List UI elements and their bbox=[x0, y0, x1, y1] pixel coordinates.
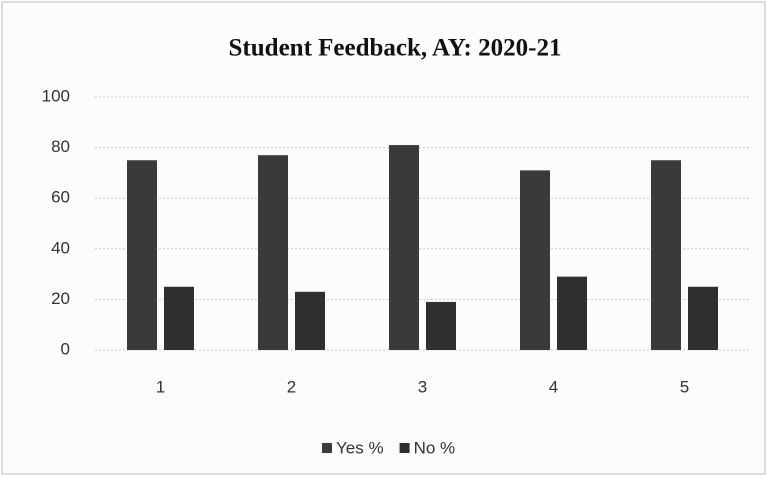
x-tick-label: 3 bbox=[418, 377, 427, 396]
x-tick-label: 5 bbox=[680, 377, 689, 396]
bar bbox=[688, 286, 718, 350]
y-tick-label: 100 bbox=[42, 86, 70, 105]
bar bbox=[426, 301, 456, 350]
x-tick-label: 2 bbox=[287, 377, 296, 396]
y-tick-label: 0 bbox=[61, 339, 70, 358]
legend-label: No % bbox=[414, 438, 456, 457]
bar bbox=[127, 160, 157, 350]
x-tick-label: 1 bbox=[156, 377, 165, 396]
legend-swatch bbox=[399, 443, 410, 453]
y-tick-label: 40 bbox=[51, 238, 70, 257]
y-tick-label: 80 bbox=[51, 137, 70, 156]
bar bbox=[258, 155, 288, 350]
chart-title: Student Feedback, AY: 2020-21 bbox=[229, 35, 562, 62]
bar bbox=[557, 276, 587, 350]
legend-swatch bbox=[322, 443, 332, 453]
y-tick-label: 60 bbox=[51, 188, 70, 207]
bar bbox=[651, 160, 681, 350]
bar bbox=[295, 291, 325, 350]
y-tick-label: 20 bbox=[51, 289, 70, 308]
x-tick-label: 4 bbox=[549, 377, 558, 396]
bar bbox=[520, 170, 550, 350]
legend-label: Yes % bbox=[336, 438, 384, 457]
bar bbox=[164, 286, 194, 350]
bar bbox=[389, 145, 419, 350]
